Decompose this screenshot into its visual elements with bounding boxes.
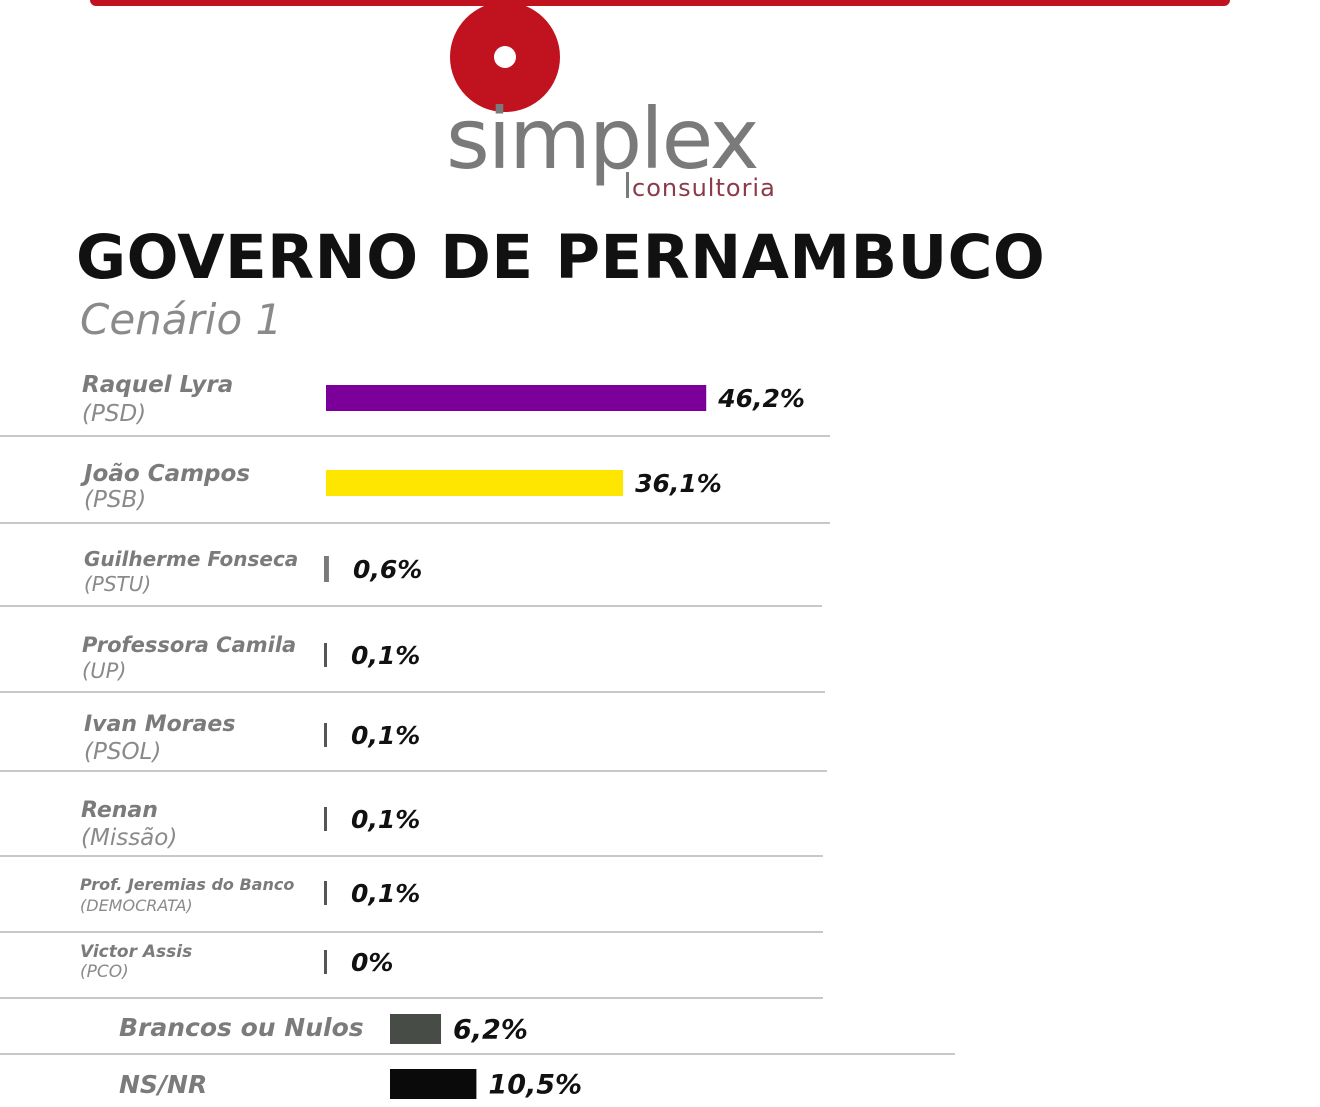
category-name-1: Raquel Lyra <box>82 372 233 398</box>
category-party-7: (DEMOCRATA) <box>80 896 193 915</box>
category-party-5: (PSOL) <box>84 739 161 765</box>
category-name-4: Professora Camila <box>82 633 296 657</box>
value-label-10: 10,5% <box>488 1070 582 1101</box>
value-label-8: 0% <box>351 948 393 977</box>
value-label-6: 0,1% <box>351 805 420 834</box>
value-label-1: 46,2% <box>717 384 805 413</box>
category-party-4: (UP) <box>82 659 126 683</box>
bar-10 <box>390 1069 477 1099</box>
value-label-9: 6,2% <box>453 1015 528 1046</box>
value-label-4: 0,1% <box>351 641 420 670</box>
value-label-7: 0,1% <box>351 879 420 908</box>
chart-subtitle: Cenário 1 <box>80 295 283 344</box>
chart-title: GOVERNO DE PERNAMBUCO <box>76 222 1046 293</box>
category-party-1: (PSD) <box>82 401 146 427</box>
category-name-3: Guilherme Fonseca <box>84 547 298 571</box>
bar-5 <box>324 723 327 747</box>
category-name-9: Brancos ou Nulos <box>119 1013 364 1042</box>
simplex-logo: simplex consultoria <box>446 2 776 202</box>
category-name-8: Victor Assis <box>80 942 192 962</box>
bar-6 <box>324 807 327 831</box>
category-party-8: (PCO) <box>80 962 129 982</box>
category-name-6: Renan <box>81 798 158 823</box>
bar-8 <box>324 950 327 974</box>
bar-3 <box>324 556 329 582</box>
category-name-10: NS/NR <box>119 1070 207 1099</box>
value-label-2: 36,1% <box>635 469 722 498</box>
bar-7 <box>324 881 327 905</box>
logo-ring-hole <box>494 46 516 68</box>
value-label-5: 0,1% <box>351 721 420 750</box>
value-label-3: 0,6% <box>353 555 422 584</box>
bar-1 <box>326 385 707 411</box>
category-name-5: Ivan Moraes <box>84 712 235 737</box>
logo-wordmark: simplex <box>446 90 758 188</box>
category-party-3: (PSTU) <box>84 572 151 596</box>
category-name-7: Prof. Jeremias do Banco <box>80 875 294 894</box>
logo-tagline: consultoria <box>632 174 776 202</box>
bar-2 <box>326 470 624 496</box>
top-accent-rule <box>90 0 1230 6</box>
logo-tagline-bar <box>626 172 629 198</box>
bar-9 <box>390 1014 442 1044</box>
category-party-2: (PSB) <box>84 487 146 513</box>
category-party-6: (Missão) <box>81 825 177 851</box>
category-name-2: João Campos <box>80 461 250 487</box>
bar-chart: 46,2%Raquel Lyra(PSD)36,1%João Campos(PS… <box>0 372 955 1101</box>
bar-4 <box>324 643 327 667</box>
